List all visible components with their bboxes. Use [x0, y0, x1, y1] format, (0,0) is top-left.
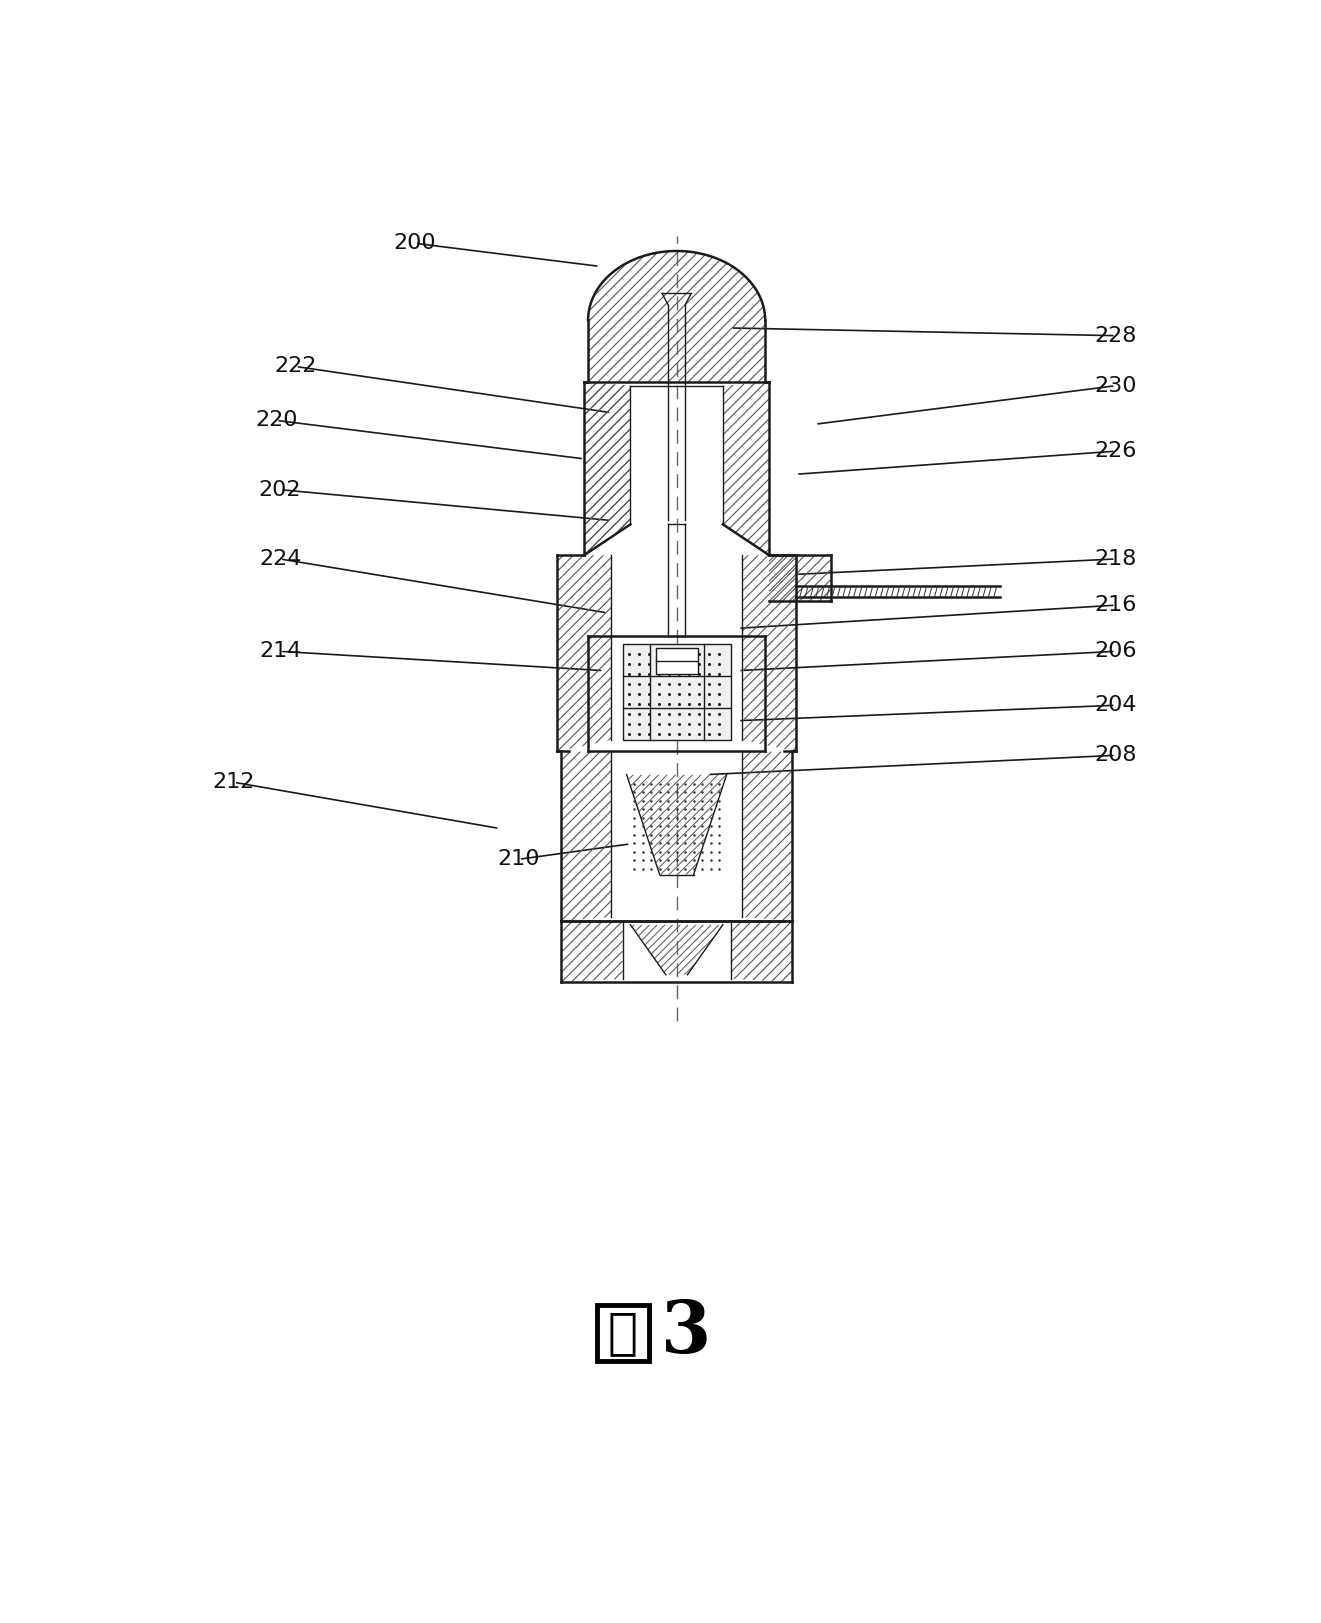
Text: 图: 图	[608, 1308, 638, 1357]
Text: 230: 230	[1094, 375, 1137, 396]
Text: 222: 222	[275, 357, 317, 377]
Text: 218: 218	[1094, 549, 1136, 570]
Text: 202: 202	[259, 480, 301, 500]
Text: 3: 3	[660, 1297, 711, 1368]
Text: 212: 212	[213, 773, 255, 792]
Text: 226: 226	[1094, 441, 1136, 461]
Text: 200: 200	[394, 234, 436, 253]
Text: 228: 228	[1094, 326, 1136, 346]
Text: 220: 220	[255, 411, 297, 430]
Text: 204: 204	[1094, 695, 1137, 716]
Bar	[655, 648, 699, 675]
Text: 210: 210	[498, 849, 540, 870]
Text: 216: 216	[1094, 596, 1136, 615]
Text: 214: 214	[259, 641, 301, 661]
Bar	[597, 1305, 649, 1360]
Text: 208: 208	[1094, 745, 1137, 766]
Bar	[622, 644, 731, 740]
Text: 224: 224	[259, 549, 301, 570]
Text: 206: 206	[1094, 641, 1137, 661]
